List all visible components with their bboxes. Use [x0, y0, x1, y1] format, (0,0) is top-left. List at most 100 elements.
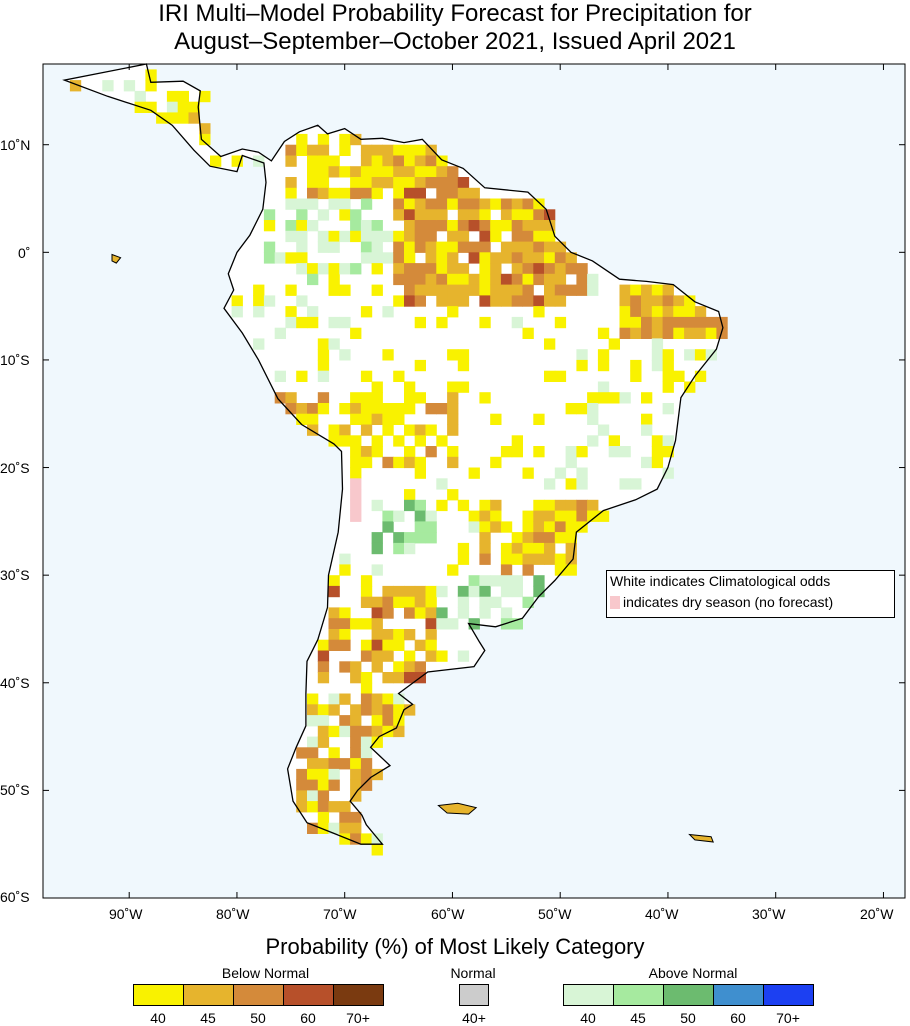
forecast-cell	[285, 230, 297, 243]
forecast-cell	[662, 349, 674, 361]
forecast-cell	[490, 284, 502, 296]
forecast-cell	[684, 316, 696, 329]
above-swatch-40	[563, 984, 614, 1006]
forecast-cell	[360, 585, 373, 598]
forecast-cell	[544, 499, 556, 512]
forecast-cell	[328, 230, 340, 243]
forecast-cell	[360, 456, 373, 469]
forecast-cell	[296, 370, 308, 382]
forecast-cell	[662, 403, 674, 415]
forecast-cell	[479, 596, 491, 608]
forecast-cell	[447, 187, 459, 200]
forecast-cell	[350, 209, 362, 221]
forecast-cell	[587, 499, 599, 512]
forecast-cell	[404, 650, 416, 662]
below-tick-60: 60	[300, 1010, 316, 1026]
forecast-cell	[371, 715, 383, 727]
forecast-cell	[307, 166, 319, 178]
forecast-cell	[339, 618, 351, 630]
forecast-cell	[522, 521, 534, 533]
forecast-cell	[436, 650, 448, 662]
forecast-cell	[414, 273, 426, 286]
forecast-cell	[339, 564, 351, 576]
forecast-cell	[404, 295, 416, 307]
forecast-cell	[307, 693, 319, 705]
forecast-cell	[123, 80, 136, 92]
forecast-cell	[436, 198, 448, 210]
forecast-cell	[360, 252, 373, 264]
forecast-cell	[684, 306, 696, 318]
forecast-cell	[382, 521, 394, 533]
forecast-cell	[630, 306, 642, 318]
forecast-cell	[597, 510, 610, 522]
forecast-cell	[350, 758, 362, 770]
forecast-cell	[479, 252, 491, 264]
forecast-cell	[436, 607, 448, 619]
forecast-cell	[404, 424, 416, 436]
forecast-cell	[641, 424, 653, 436]
forecast-cell	[425, 607, 437, 619]
lat-label-60s: 60˚S	[0, 889, 30, 905]
forecast-cell	[490, 198, 502, 210]
forecast-cell	[360, 704, 373, 716]
forecast-cell	[436, 273, 448, 286]
forecast-cell	[554, 467, 567, 479]
forecast-cell	[500, 284, 513, 296]
forecast-cell	[662, 435, 674, 447]
forecast-cell	[102, 80, 114, 92]
below-normal-label: Below Normal	[221, 965, 310, 981]
forecast-cell	[479, 542, 491, 555]
forecast-cell	[447, 284, 459, 296]
below-swatch-50	[233, 984, 284, 1006]
forecast-cell	[522, 553, 534, 565]
forecast-cell	[533, 446, 545, 458]
forecast-cell	[307, 263, 319, 275]
below-tick-40: 40	[150, 1010, 166, 1026]
forecast-cell	[554, 370, 567, 382]
forecast-cell	[576, 510, 588, 522]
island-outline	[437, 802, 478, 815]
forecast-cell	[500, 575, 513, 587]
forecast-cell	[350, 489, 362, 501]
forecast-cell	[544, 510, 556, 522]
forecast-cell	[468, 252, 480, 264]
forecast-cell	[382, 306, 394, 318]
forecast-cell	[500, 446, 513, 458]
forecast-cell	[436, 585, 448, 598]
forecast-cell	[350, 263, 362, 275]
forecast-cell	[673, 316, 685, 329]
forecast-cell	[317, 801, 330, 813]
forecast-cell	[576, 467, 588, 479]
forecast-cell	[404, 596, 416, 608]
forecast-cell	[436, 499, 448, 512]
forecast-cell	[587, 403, 599, 415]
forecast-cell	[350, 166, 362, 178]
forecast-cell	[231, 295, 243, 307]
forecast-cell	[296, 144, 308, 156]
forecast-cell	[597, 349, 610, 361]
forecast-cell	[544, 370, 556, 382]
forecast-cell	[425, 585, 437, 598]
forecast-cell	[177, 112, 189, 124]
forecast-cell	[69, 80, 82, 92]
forecast-cell	[414, 177, 426, 189]
forecast-cell	[328, 779, 340, 791]
forecast-cell	[414, 596, 426, 608]
forecast-cell	[468, 521, 480, 533]
forecast-cell	[447, 489, 459, 501]
dry-season-swatch	[610, 596, 620, 609]
forecast-cell	[339, 316, 351, 329]
forecast-cell	[199, 133, 211, 146]
forecast-cell	[457, 553, 470, 565]
forecast-cell	[544, 295, 556, 307]
forecast-cell	[328, 725, 340, 738]
forecast-cell	[500, 564, 513, 576]
forecast-cell	[511, 542, 523, 555]
forecast-cell	[382, 144, 394, 156]
forecast-cell	[328, 316, 340, 329]
forecast-cell	[511, 553, 523, 565]
forecast-cell	[414, 230, 426, 243]
forecast-cell	[339, 230, 351, 243]
forecast-cell	[382, 639, 394, 651]
